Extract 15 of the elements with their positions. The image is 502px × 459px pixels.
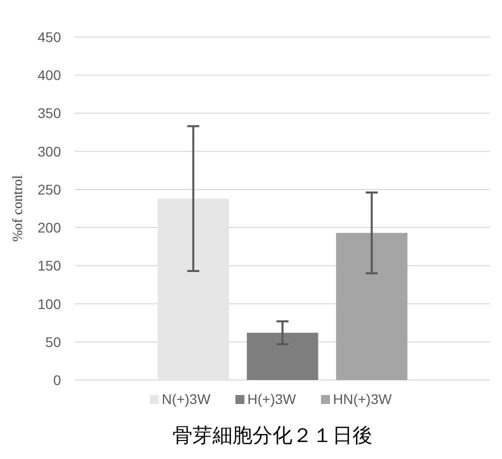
legend-label: H(+)3W: [247, 391, 297, 407]
y-tick-label: 350: [38, 105, 62, 122]
text: 骨芽細胞分化２１日後: [172, 425, 372, 447]
y-tick-label: 0: [53, 372, 62, 388]
y-tick-label: 50: [45, 334, 62, 350]
y-tick-label: 300: [38, 143, 62, 160]
legend-label: N(+)3W: [162, 391, 212, 407]
y-axis-title: %of control: [11, 175, 26, 242]
y-tick-label: 250: [38, 181, 62, 198]
y-tick-label: 100: [38, 296, 62, 312]
y-tick-label: 200: [38, 220, 62, 236]
y-tick-label: 150: [38, 258, 62, 274]
legend-label: HN(+)3W: [333, 391, 393, 407]
y-tick-label: 400: [38, 67, 62, 84]
y-tick-label: 450: [38, 29, 62, 45]
